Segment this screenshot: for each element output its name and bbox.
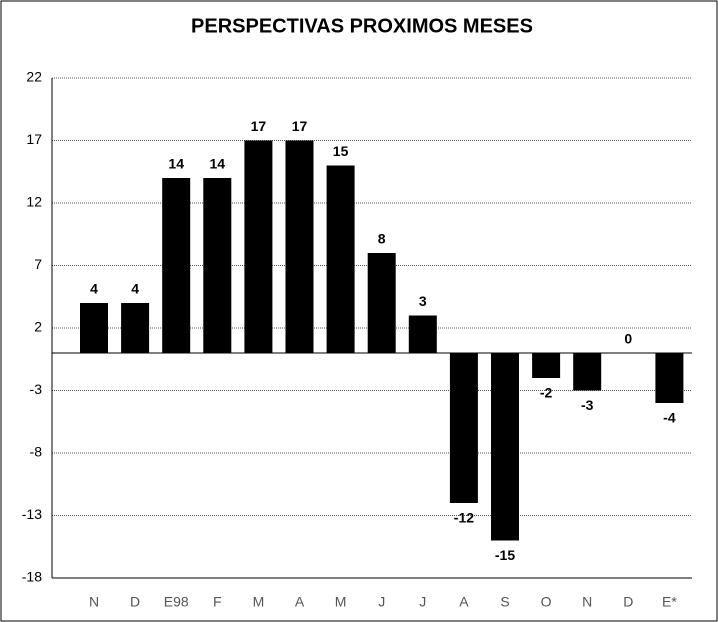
y-tick-label: 7	[34, 256, 42, 272]
bar	[121, 303, 150, 353]
bar	[655, 353, 684, 403]
y-tick-label: 17	[26, 131, 42, 147]
value-label: 0	[624, 331, 632, 347]
value-label: 14	[168, 156, 184, 172]
y-tick-label: -18	[22, 569, 42, 585]
value-label: -2	[540, 385, 553, 401]
value-label: 4	[90, 281, 98, 297]
bar	[367, 253, 396, 353]
x-tick-label: O	[541, 594, 552, 610]
value-label: -4	[663, 410, 676, 426]
value-label: 17	[251, 118, 267, 134]
bar	[408, 315, 437, 353]
x-tick-label: D	[623, 594, 633, 610]
y-tick-label: 22	[26, 69, 42, 85]
y-tick-label: 12	[26, 194, 42, 210]
bar	[285, 140, 314, 353]
bar	[326, 165, 355, 353]
value-label: 4	[131, 281, 139, 297]
x-tick-label: E98	[164, 594, 189, 610]
chart-title: PERSPECTIVAS PROXIMOS MESES	[191, 15, 533, 37]
x-tick-label: F	[213, 594, 222, 610]
bar	[449, 353, 478, 503]
value-label: 15	[333, 143, 349, 159]
bar	[80, 303, 108, 353]
y-tick-label: -8	[30, 444, 43, 460]
x-tick-label: J	[419, 594, 426, 610]
x-tick-label: A	[295, 594, 305, 610]
x-tick-label: E*	[662, 594, 677, 610]
value-label: -12	[454, 510, 474, 526]
value-label: 14	[210, 156, 226, 172]
x-tick-label: J	[378, 594, 385, 610]
x-tick-label: M	[335, 594, 347, 610]
x-tick-label: S	[500, 594, 509, 610]
bar	[244, 140, 273, 353]
x-tick-label: D	[130, 594, 140, 610]
bar	[573, 353, 602, 391]
x-tick-label: A	[459, 594, 469, 610]
value-label: 3	[419, 293, 427, 309]
y-tick-label: -13	[22, 506, 42, 522]
y-tick-label: 2	[34, 319, 42, 335]
bar	[162, 178, 191, 353]
y-tick-label: -3	[30, 381, 43, 397]
value-label: 17	[292, 118, 308, 134]
x-tick-label: N	[582, 594, 592, 610]
value-label: -15	[495, 547, 515, 563]
value-label: -3	[581, 397, 594, 413]
x-tick-label: M	[253, 594, 265, 610]
bar	[532, 353, 561, 378]
value-label: 8	[378, 231, 386, 247]
bar	[203, 178, 232, 353]
x-tick-label: N	[89, 594, 99, 610]
bar	[491, 353, 519, 541]
